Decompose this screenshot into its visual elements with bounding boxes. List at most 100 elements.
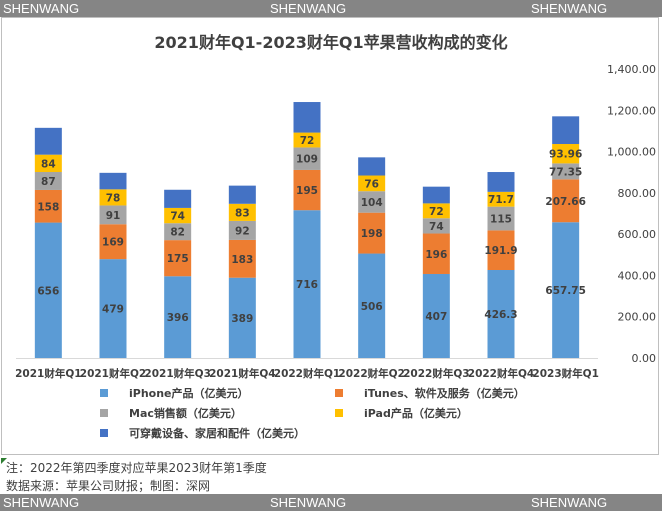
data-label: 104 xyxy=(361,197,383,209)
data-label: 76 xyxy=(364,178,379,190)
bar-segment xyxy=(552,222,580,358)
data-label: 74 xyxy=(170,211,185,223)
bar-segment xyxy=(228,239,256,278)
bar-segment xyxy=(487,191,515,207)
legend-label: iPhone产品（亿美元） xyxy=(129,386,249,400)
bar-segment xyxy=(422,186,450,204)
bar-segment xyxy=(164,223,192,241)
x-tick-label: 2023财年Q1 xyxy=(532,367,598,380)
bar-segment xyxy=(34,127,62,155)
bar-segment xyxy=(487,230,515,270)
bar-segment xyxy=(34,222,62,358)
data-label: 84 xyxy=(41,158,56,170)
data-source-note: 数据来源：苹果公司财报；制图：深网 xyxy=(6,479,211,493)
bar-segment xyxy=(552,179,580,223)
chart-title: 2021财年Q1-2023财年Q1苹果营收构成的变化 xyxy=(154,33,508,52)
legend-swatch xyxy=(100,389,108,397)
y-tick-label: 600.00 xyxy=(618,228,657,241)
legend-label: iTunes、软件及服务（亿美元） xyxy=(364,386,525,400)
bar-segment xyxy=(99,172,127,190)
watermark-text: SHENWANG xyxy=(531,495,608,510)
bar-segment xyxy=(164,276,192,358)
y-tick-label: 1,200.00 xyxy=(607,104,656,117)
y-tick-label: 400.00 xyxy=(618,269,657,282)
data-label: 82 xyxy=(170,227,185,239)
bar-segment xyxy=(487,206,515,231)
watermark-text: SHENWANG xyxy=(3,1,80,16)
data-label: 396 xyxy=(167,312,189,324)
bar-segment xyxy=(487,172,515,192)
bar-segment xyxy=(293,147,321,170)
data-label: 196 xyxy=(425,249,447,261)
data-label: 91 xyxy=(106,210,121,222)
bar-segment xyxy=(99,224,127,260)
bar-segment xyxy=(487,269,515,358)
data-label: 195 xyxy=(296,185,318,197)
data-label: 389 xyxy=(231,313,253,325)
bar-segment xyxy=(293,210,321,358)
data-label: 87 xyxy=(41,176,56,188)
watermark-text: SHENWANG xyxy=(3,495,80,510)
y-tick-label: 1,000.00 xyxy=(607,146,656,159)
bar-segment xyxy=(358,175,386,192)
data-label: 657.75 xyxy=(545,285,586,297)
data-label: 71.7 xyxy=(488,194,514,206)
x-tick-label: 2021财年Q3 xyxy=(144,367,210,380)
data-label: 158 xyxy=(37,201,59,213)
data-label: 191.9 xyxy=(484,245,517,257)
data-label: 175 xyxy=(167,253,189,265)
bar-segment xyxy=(34,189,62,223)
x-tick-label: 2021财年Q4 xyxy=(209,367,275,380)
legend-label: iPad产品（亿美元） xyxy=(364,406,468,420)
bar-segment xyxy=(358,253,386,358)
data-label: 183 xyxy=(231,254,253,266)
watermark-text: SHENWANG xyxy=(270,1,347,16)
bar-segment xyxy=(422,233,450,274)
bar-segment xyxy=(164,240,192,277)
data-label: 656 xyxy=(37,285,59,297)
data-label: 74 xyxy=(429,221,444,233)
comment-marker-icon xyxy=(1,458,7,464)
data-label: 479 xyxy=(102,304,124,316)
data-label: 506 xyxy=(361,301,383,313)
bar-segment xyxy=(164,207,192,224)
x-tick-label: 2022财年Q3 xyxy=(403,367,469,380)
bar-segment xyxy=(552,116,580,144)
legend-label: 可穿戴设备、家居和配件（亿美元） xyxy=(129,426,305,440)
watermark-bottom-bar: SHENWANG SHENWANG SHENWANG xyxy=(0,494,662,511)
legend-swatch xyxy=(335,409,343,417)
bar-segment xyxy=(422,203,450,219)
bar-segment xyxy=(228,277,256,358)
y-tick-label: 200.00 xyxy=(618,311,657,324)
bar-segment xyxy=(99,259,127,358)
data-label: 426.3 xyxy=(484,309,517,321)
data-label: 93.96 xyxy=(549,149,582,161)
bar-segment xyxy=(358,191,386,213)
x-tick-label: 2022财年Q2 xyxy=(338,367,404,380)
legend-swatch xyxy=(100,409,108,417)
watermark-text: SHENWANG xyxy=(531,1,608,16)
bar-segment xyxy=(358,212,386,254)
bar-segment xyxy=(164,189,192,208)
bar-segment xyxy=(228,220,256,240)
x-tick-label: 2021财年Q1 xyxy=(15,367,81,380)
legend-swatch xyxy=(335,389,343,397)
y-tick-label: 800.00 xyxy=(618,187,657,200)
footnote: 注：2022年第四季度对应苹果2023财年第1季度 xyxy=(6,461,267,475)
bar-segment xyxy=(358,157,386,176)
x-tick-label: 2022财年Q4 xyxy=(468,367,534,380)
bar-segment xyxy=(552,163,580,180)
bar-segment xyxy=(34,154,62,173)
bar-segment xyxy=(552,143,580,164)
data-label: 207.66 xyxy=(545,196,586,208)
data-label: 109 xyxy=(296,154,318,166)
legend-label: Mac销售额（亿美元） xyxy=(129,406,242,420)
data-label: 72 xyxy=(429,206,444,218)
bar-segment xyxy=(228,185,256,204)
data-label: 198 xyxy=(361,228,383,240)
bar-segment xyxy=(422,218,450,234)
data-label: 716 xyxy=(296,279,318,291)
x-tick-label: 2022财年Q1 xyxy=(274,367,340,380)
data-label: 115 xyxy=(490,214,512,226)
